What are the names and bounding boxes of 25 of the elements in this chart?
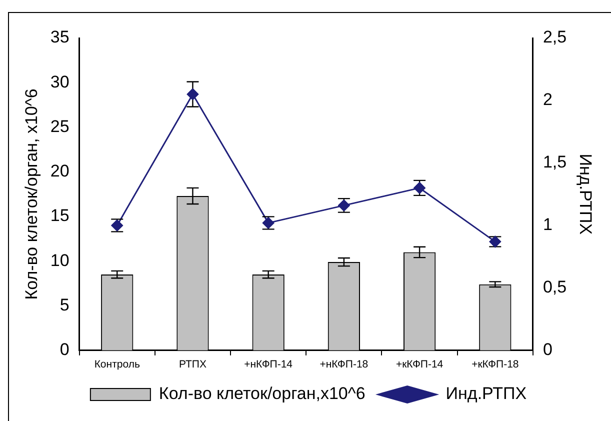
y2-tick-label: 0: [542, 340, 552, 360]
legend-label: Кол-во клеток/орган,х10^6: [158, 384, 366, 404]
x-tick-label: РТПХ: [178, 358, 206, 371]
y-axis-title: Кол-во клеток/орган, х10^6: [22, 88, 41, 300]
y2-tick-label: 0,5: [542, 278, 567, 297]
y2-tick-label: 1,5: [542, 152, 567, 172]
y-tick-label: 35: [50, 28, 70, 47]
x-tick-label: +нКФП-14: [244, 358, 293, 371]
y-tick-label: 10: [50, 250, 70, 270]
y2-tick-label: 2: [542, 90, 552, 110]
point: [186, 88, 198, 100]
y-tick-label: 30: [50, 72, 70, 92]
x-tick-label: +кКФП-18: [472, 358, 519, 371]
y-tick-label: 15: [50, 206, 70, 226]
y2-axis-title: Инд.РТПХ: [576, 154, 596, 235]
legend-label: Инд.РТПХ: [446, 384, 527, 404]
y-tick-label: 25: [50, 116, 70, 136]
y-tick-label: 5: [60, 295, 70, 314]
x-tick-label: Контроль: [94, 358, 140, 371]
x-tick-label: +нКФП-18: [320, 358, 368, 371]
y-tick-label: 0: [60, 340, 70, 360]
y2-tick-label: 2,5: [542, 28, 567, 47]
y-tick-label: 20: [50, 162, 70, 181]
x-tick-label: +кКФП-14: [396, 358, 444, 371]
y2-tick-label: 1: [542, 215, 552, 234]
